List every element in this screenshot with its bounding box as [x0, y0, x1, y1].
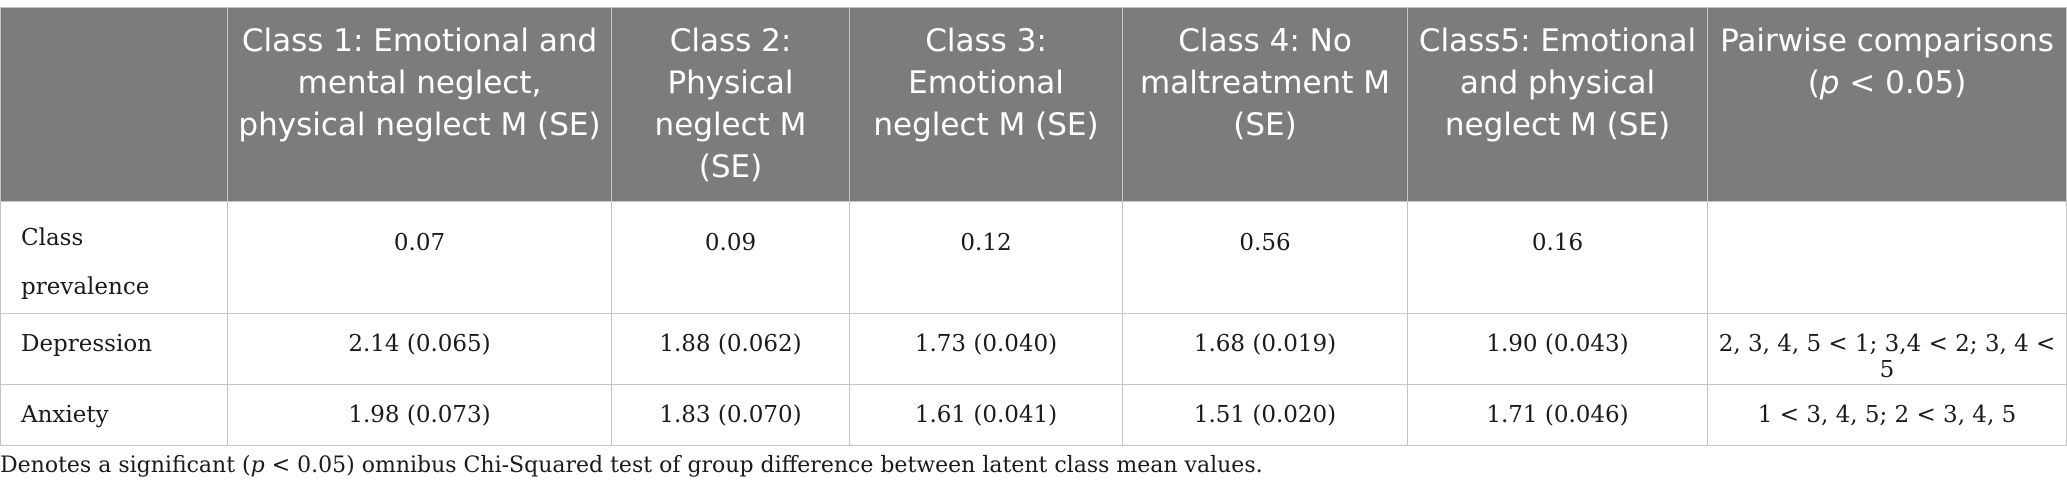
header-row: Class 1: Emotional and mental neglect, p…	[0, 7, 2067, 202]
row-label-text: Class prevalence	[21, 225, 150, 300]
table-cell: 1.51 (0.020)	[1122, 384, 1408, 446]
table-cell: 1 < 3, 4, 5; 2 < 3, 4, 5	[1707, 384, 2067, 446]
table-cell: 2.14 (0.065)	[227, 313, 612, 385]
table-cell: 1.83 (0.070)	[611, 384, 850, 446]
table-row: Anxiety 1.98 (0.073) 1.83 (0.070) 1.61 (…	[0, 384, 2067, 446]
table-cell: 0.07	[227, 201, 612, 314]
row-label: Class prevalence	[0, 201, 228, 314]
header-class-4: Class 4: No maltreatment M (SE)	[1122, 7, 1408, 202]
table-row: Class prevalence 0.07 0.09 0.12 0.56 0.1…	[0, 201, 2067, 314]
table-footnote: Denotes a significant (p < 0.05) omnibus…	[0, 453, 1263, 478]
table-cell: 0.16	[1407, 201, 1708, 314]
row-label: Anxiety	[0, 384, 228, 446]
table-cell	[1707, 201, 2067, 314]
table-cell: 0.12	[849, 201, 1123, 314]
table-row: Depression 2.14 (0.065) 1.88 (0.062) 1.7…	[0, 313, 2067, 385]
footnote-before: Denotes a significant (	[0, 453, 251, 478]
table-cell: 1.98 (0.073)	[227, 384, 612, 446]
table-cell: 1.71 (0.046)	[1407, 384, 1708, 446]
header-pairwise: Pairwise comparisons (p < 0.05)	[1707, 7, 2067, 202]
header-pairwise-condition: (p < 0.05)	[1807, 65, 1967, 101]
header-class-5: Class5: Emotional and physical neglect M…	[1407, 7, 1708, 202]
footnote-after: < 0.05) omnibus Chi-Squared test of grou…	[264, 453, 1263, 478]
p-symbol: p	[1819, 65, 1840, 101]
row-label: Depression	[0, 313, 228, 385]
table-cell: 1.88 (0.062)	[611, 313, 850, 385]
table-cell: 0.56	[1122, 201, 1408, 314]
header-class-2: Class 2: Physical neglect M (SE)	[611, 7, 850, 202]
header-class-1: Class 1: Emotional and mental neglect, p…	[227, 7, 612, 202]
header-empty	[0, 7, 228, 202]
table-cell: 1.73 (0.040)	[849, 313, 1123, 385]
table-cell: 1.90 (0.043)	[1407, 313, 1708, 385]
footnote-p: p	[250, 453, 265, 478]
header-pairwise-label: Pairwise comparisons	[1720, 23, 2054, 59]
table-cell: 0.09	[611, 201, 850, 314]
header-class-3: Class 3: Emotional neglect M (SE)	[849, 7, 1123, 202]
table-cell: 1.61 (0.041)	[849, 384, 1123, 446]
results-table: Class 1: Emotional and mental neglect, p…	[0, 7, 2067, 446]
table-cell: 2, 3, 4, 5 < 1; 3,4 < 2; 3, 4 < 5	[1707, 313, 2067, 385]
table-cell: 1.68 (0.019)	[1122, 313, 1408, 385]
